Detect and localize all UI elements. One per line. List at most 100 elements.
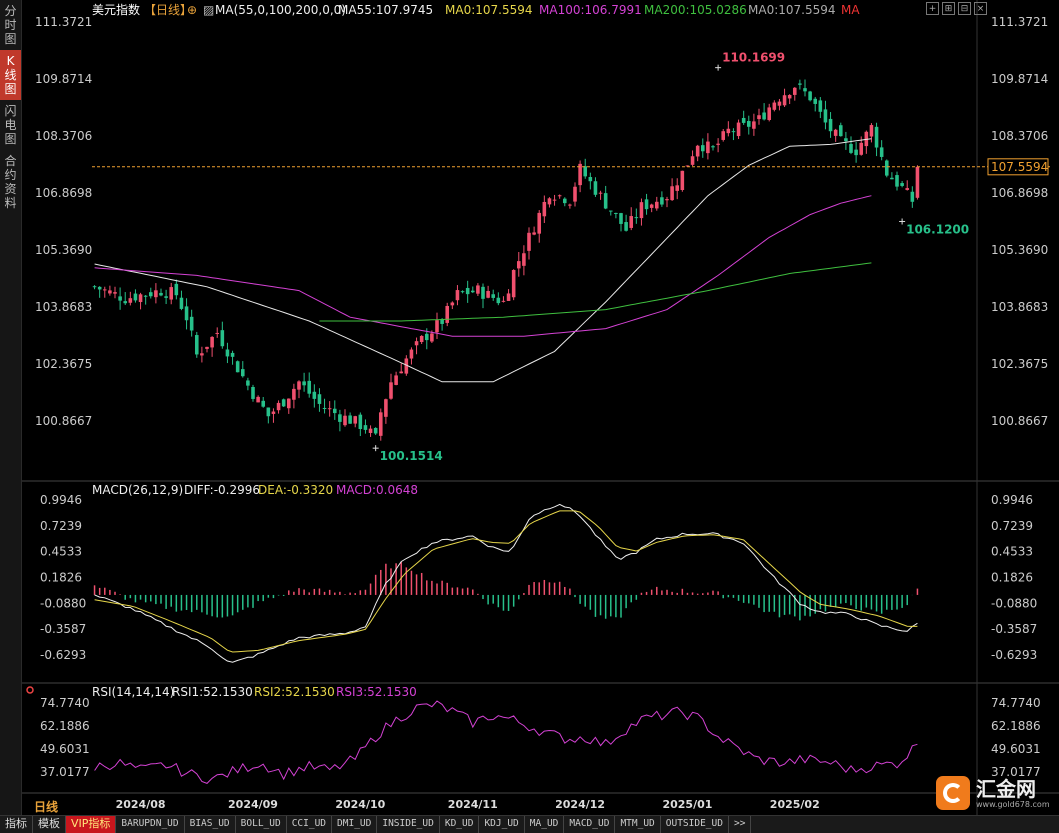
macd-tick-label-left: -0.0880 (40, 596, 86, 610)
rsi-panel (26, 686, 918, 784)
candle-body (179, 297, 184, 309)
candle-body (910, 191, 915, 202)
sidebar-tab-char: 料 (4, 196, 17, 210)
price-tick-label-right: 111.3721 (991, 15, 1048, 29)
candle-body (895, 175, 899, 187)
candle-body (317, 394, 322, 404)
sidebar-tab-char: 线 (4, 68, 17, 82)
bottom-tab-0[interactable]: 指标 (0, 816, 33, 833)
price-tick-label-left: 109.8714 (35, 72, 92, 86)
candle-body (675, 185, 680, 191)
time-axis-label: 2025/02 (770, 798, 820, 811)
bottom-tab-15[interactable]: >> (729, 816, 752, 833)
sidebar-tab-3[interactable]: 合约资料 (0, 150, 21, 214)
zoom-out-icon[interactable]: ⊟ (958, 2, 971, 15)
candle-body (562, 198, 567, 204)
candle-body (624, 222, 628, 231)
candle-body (455, 290, 460, 301)
rsi-line (94, 700, 918, 784)
bottom-tab-10[interactable]: KDJ_UD (479, 816, 525, 833)
grid (22, 0, 1059, 815)
candle-body (220, 330, 225, 347)
bottom-tab-8[interactable]: INSIDE_UD (377, 816, 440, 833)
candle-body (210, 336, 214, 348)
price-tick-label-left: 108.3706 (35, 129, 92, 143)
sidebar-tab-char: 图 (4, 132, 17, 146)
ma200-line (319, 262, 872, 322)
ma0-value-2: MA0:107.5594 (748, 3, 836, 17)
macd-diff-value: DIFF:-0.2996 (184, 483, 260, 497)
period-label: 日线 (34, 799, 58, 814)
candle-body (552, 199, 557, 201)
candle-body (256, 396, 260, 403)
candle-body (465, 287, 470, 295)
candle-body (215, 332, 220, 334)
candle-body (665, 199, 669, 201)
indicator-headers: 美元指数 【日线】⊕ ▨ MA(55,0,100,200,0,0)MA55:107.9… (92, 2, 860, 699)
candle-body (159, 292, 163, 296)
candle-body (506, 293, 511, 301)
candle-body (695, 145, 700, 157)
bottom-tab-13[interactable]: MTM_UD (615, 816, 661, 833)
candle-body (726, 128, 731, 134)
candle-body (900, 183, 904, 186)
candle-body (338, 414, 342, 422)
candle-body (123, 301, 128, 304)
candle-body (450, 302, 455, 306)
bottom-tab-1[interactable]: 模板 (33, 816, 66, 833)
chart-area[interactable]: 107.5594 110.1699 106.1200 100.1514 111.372… (22, 0, 1059, 815)
time-axis: 2024/08 2024/09 2024/10 2024/11 2024/12 2025/… (34, 798, 820, 814)
candle-body (838, 125, 843, 137)
sidebar-tab-char: K (6, 54, 15, 68)
logo-url: www.gold678.com (976, 799, 1050, 809)
bottom-toolbar: 指标 模板 VIP指标 BARUPDN_UD BIAS_UD BOLL_UD CCI_UD D… (0, 815, 1059, 833)
candle-body (511, 270, 516, 298)
price-tick-label-right: 100.8667 (991, 414, 1048, 428)
candle-body (639, 202, 644, 219)
current-price-label: 107.5594 (991, 160, 1048, 174)
sidebar-tab-0[interactable]: 分时图 (0, 0, 21, 50)
candle-body (358, 414, 363, 430)
period-tag: 【日线】 (144, 3, 192, 17)
bottom-tab-4[interactable]: BIAS_UD (185, 816, 236, 833)
bottom-tab-2[interactable]: VIP指标 (66, 816, 117, 833)
candle-body (874, 126, 879, 148)
bottom-tab-6[interactable]: CCI_UD (287, 816, 333, 833)
zoom-in-icon[interactable]: ⊞ (942, 2, 955, 15)
rsi-settings-icon[interactable] (26, 686, 34, 694)
macd-value: MACD:0.0648 (336, 483, 418, 497)
candle-body (276, 402, 281, 411)
candle-body (614, 212, 618, 214)
candle-body (404, 358, 409, 374)
candle-body (537, 212, 542, 234)
candle-body (189, 316, 194, 331)
macd-dea-line (94, 510, 918, 653)
bottom-tab-11[interactable]: MA_UD (525, 816, 565, 833)
bottom-tab-14[interactable]: OUTSIDE_UD (661, 816, 729, 833)
candle-body (501, 300, 506, 302)
crosshair-icon[interactable]: + (926, 2, 939, 15)
candle-body (798, 83, 802, 85)
candle-body (496, 297, 501, 304)
candle-body (884, 160, 889, 176)
candle-body (818, 100, 823, 112)
ma100-value: MA100:106.7991 (539, 3, 642, 17)
price-tick-label-left: 111.3721 (35, 15, 92, 29)
candle-body (200, 353, 204, 356)
close-icon[interactable]: × (974, 2, 987, 15)
candle-body (828, 118, 833, 132)
bottom-tab-7[interactable]: DMI_UD (332, 816, 378, 833)
bottom-tab-12[interactable]: MACD_UD (564, 816, 616, 833)
candle-body (721, 131, 726, 140)
bottom-tab-5[interactable]: BOLL_UD (236, 816, 287, 833)
sidebar-tab-char: 时 (4, 18, 17, 32)
price-tick-label-left: 106.8698 (35, 186, 92, 200)
bottom-tab-9[interactable]: KD_UD (440, 816, 480, 833)
bottom-tab-3[interactable]: BARUPDN_UD (116, 816, 185, 833)
candle-body (787, 95, 792, 99)
macd-tick-label-right: -0.3587 (991, 622, 1037, 636)
candle-body (184, 306, 189, 321)
sidebar-tab-2[interactable]: 闪电图 (0, 100, 21, 150)
time-axis-label: 2024/11 (448, 798, 498, 811)
